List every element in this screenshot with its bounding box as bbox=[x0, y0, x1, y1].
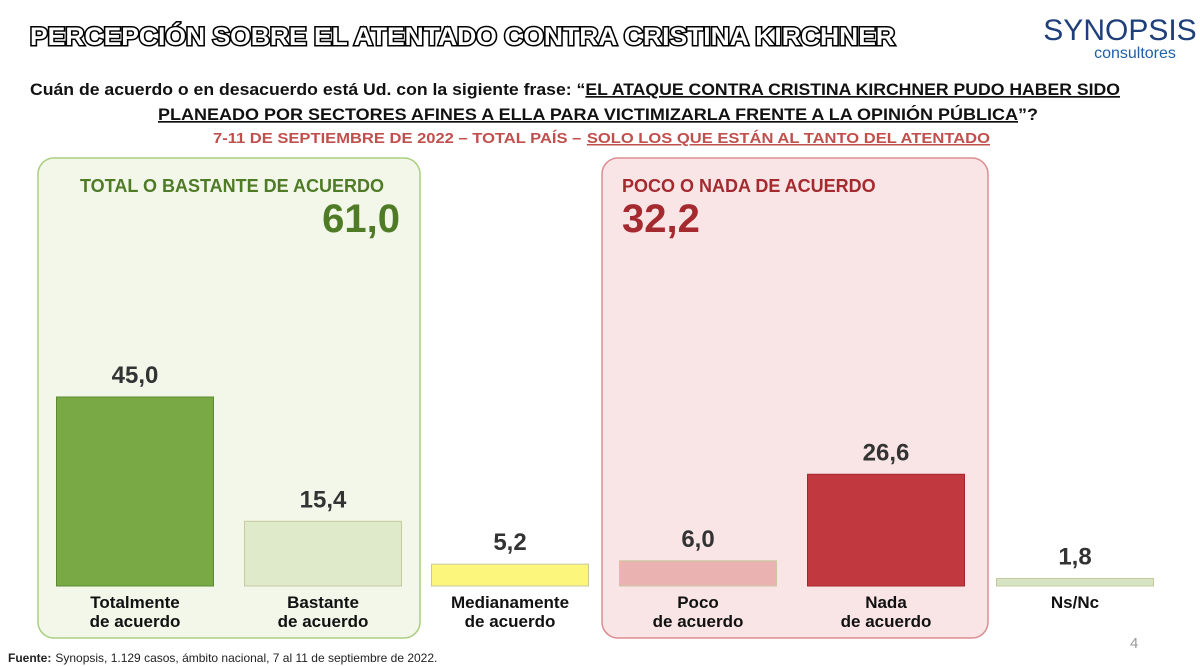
category-label: de acuerdo bbox=[278, 612, 369, 631]
category-label: Nada bbox=[865, 593, 907, 612]
question-line: Cuán de acuerdo o en desacuerdo está Ud.… bbox=[30, 80, 1120, 99]
category-label: de acuerdo bbox=[90, 612, 181, 631]
category-label: Ns/Nc bbox=[1051, 593, 1099, 612]
source-label: Fuente: bbox=[8, 651, 51, 665]
value-label: 45,0 bbox=[112, 362, 159, 389]
bar bbox=[996, 577, 1154, 587]
logo: SYNOPSIS bbox=[1043, 14, 1196, 47]
group-label: TOTAL O BASTANTE DE ACUERDO bbox=[80, 176, 384, 196]
value-label: 26,6 bbox=[863, 439, 910, 466]
bar bbox=[244, 520, 402, 587]
question-intro: Cuán de acuerdo o en desacuerdo está Ud.… bbox=[30, 80, 585, 99]
category-label: de acuerdo bbox=[465, 612, 556, 631]
bar bbox=[56, 396, 214, 587]
category-label: Totalmente bbox=[90, 593, 179, 612]
group-label: POCO O NADA DE ACUERDO bbox=[622, 176, 876, 196]
category-label: de acuerdo bbox=[841, 612, 932, 631]
value-label: 15,4 bbox=[300, 486, 347, 513]
subtitle-scope: SOLO LOS QUE ESTÁN AL TANTO DEL ATENTADO bbox=[587, 130, 990, 147]
source: Synopsis, 1.129 casos, ámbito nacional, … bbox=[55, 651, 437, 665]
bar bbox=[431, 563, 589, 587]
question-quote: EL ATAQUE CONTRA CRISTINA KIRCHNER PUDO … bbox=[585, 80, 1120, 99]
value-label: 5,2 bbox=[493, 529, 526, 556]
logo-sub: consultores bbox=[1094, 45, 1176, 62]
category-label: Bastante bbox=[287, 593, 359, 612]
footer: Fuente: Synopsis, 1.129 casos, ámbito nac… bbox=[8, 651, 437, 665]
question-end: ”? bbox=[1018, 105, 1038, 124]
bar bbox=[807, 473, 965, 587]
subtitle-date: 7-11 DE SEPTIEMBRE DE 2022 – TOTAL PAÍS … bbox=[213, 130, 581, 147]
subtitle: 7-11 DE SEPTIEMBRE DE 2022 – TOTAL PAÍS … bbox=[213, 130, 990, 147]
bar bbox=[619, 560, 777, 587]
group-total: 61,0 bbox=[322, 197, 400, 241]
question-line: PLANEADO POR SECTORES AFINES A ELLA PARA… bbox=[158, 105, 1038, 124]
category-label: Medianamente bbox=[451, 593, 569, 612]
group-total: 32,2 bbox=[622, 197, 700, 241]
question-quote: PLANEADO POR SECTORES AFINES A ELLA PARA… bbox=[158, 105, 1018, 124]
page-number: 4 bbox=[1130, 635, 1138, 652]
category-label: de acuerdo bbox=[653, 612, 744, 631]
category-label: Poco bbox=[677, 593, 719, 612]
value-label: 1,8 bbox=[1058, 543, 1091, 570]
chart-title: PERCEPCIÓN SOBRE EL ATENTADO CONTRA CRIS… bbox=[30, 21, 895, 51]
value-label: 6,0 bbox=[681, 526, 714, 553]
